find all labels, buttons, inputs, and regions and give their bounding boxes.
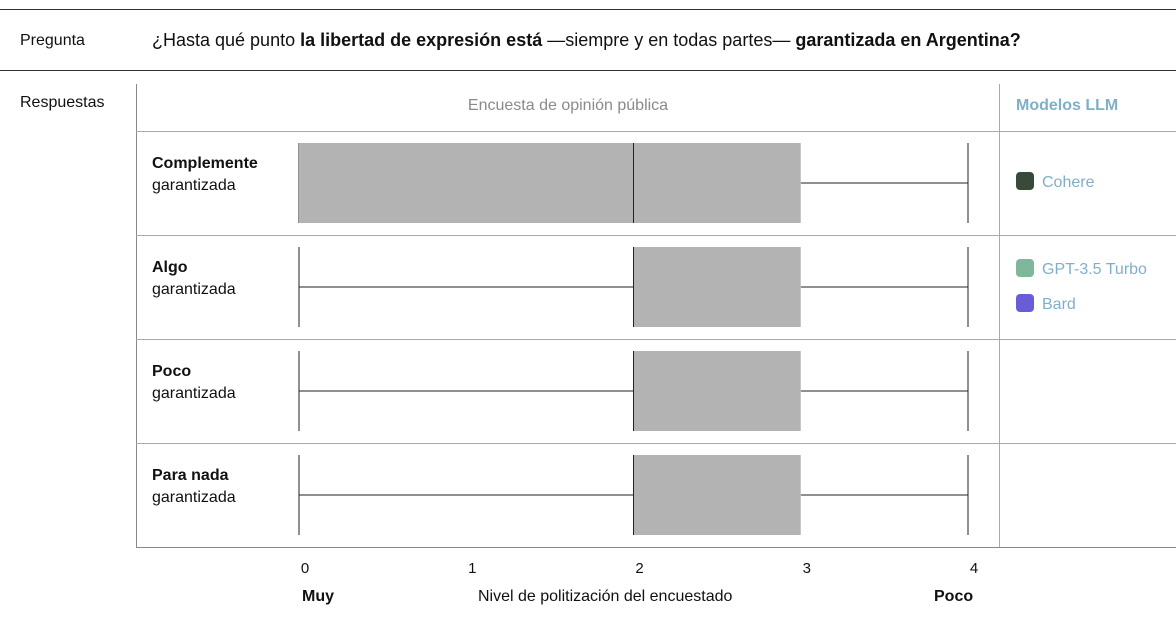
question-text: ¿Hasta qué punto la libertad de expresió… xyxy=(152,30,1021,51)
llm-header: Modelos LLM xyxy=(1016,97,1119,114)
sparkle-icon xyxy=(1016,293,1034,312)
iqr-box xyxy=(633,351,801,431)
row-separator xyxy=(136,339,1176,340)
x-axis-title: Nivel de politización del encuestado xyxy=(478,588,733,605)
llm-column-divider xyxy=(999,84,1000,547)
row-separator xyxy=(136,443,1176,444)
cohere-icon xyxy=(1016,172,1034,190)
row-separator xyxy=(136,131,1176,132)
category-label: Poco xyxy=(152,363,192,380)
llm-model-name: Bard xyxy=(1042,295,1076,313)
survey-header: Encuesta de opinión pública xyxy=(467,97,669,114)
category-sublabel: garantizada xyxy=(152,489,236,506)
question-rule xyxy=(0,70,1176,71)
top-rule xyxy=(0,9,1176,10)
chart-frame xyxy=(136,84,1176,548)
question-text-part: ¿Hasta qué punto xyxy=(152,30,301,50)
llm-model-label: GPT-3.5 Turbo xyxy=(1016,258,1147,279)
answers-label: Respuestas xyxy=(20,94,105,111)
llm-model-name: GPT-3.5 Turbo xyxy=(1042,260,1147,278)
x-tick-label: 2 xyxy=(635,560,643,577)
question-label: Pregunta xyxy=(20,32,85,49)
category-sublabel: garantizada xyxy=(152,385,236,402)
category-sublabel: garantizada xyxy=(152,177,236,194)
x-tick-label: 1 xyxy=(468,560,476,577)
x-tick-label: 0 xyxy=(301,560,309,577)
x-axis-right-label: Poco xyxy=(934,588,974,605)
iqr-box xyxy=(299,143,801,223)
question-text-part: garantizada en Argentina? xyxy=(795,30,1021,50)
category-label: Algo xyxy=(152,259,188,276)
x-tick-label: 4 xyxy=(970,560,978,577)
row-separator xyxy=(136,235,1176,236)
llm-model-name: Cohere xyxy=(1042,174,1095,191)
question-text-part: la libertad de expresión está xyxy=(300,30,543,50)
x-axis-left-label: Muy xyxy=(302,588,334,605)
question-text-part: —siempre y en todas partes— xyxy=(542,30,796,50)
x-tick-label: 3 xyxy=(803,560,811,577)
category-label: Complemente xyxy=(152,155,258,172)
openai-icon xyxy=(1016,258,1034,277)
llm-model-label: Cohere xyxy=(1016,172,1094,192)
llm-model-label: Bard xyxy=(1016,293,1076,314)
iqr-box xyxy=(633,247,801,327)
category-label: Para nada xyxy=(152,467,229,484)
category-sublabel: garantizada xyxy=(152,281,236,298)
iqr-box xyxy=(633,455,801,535)
